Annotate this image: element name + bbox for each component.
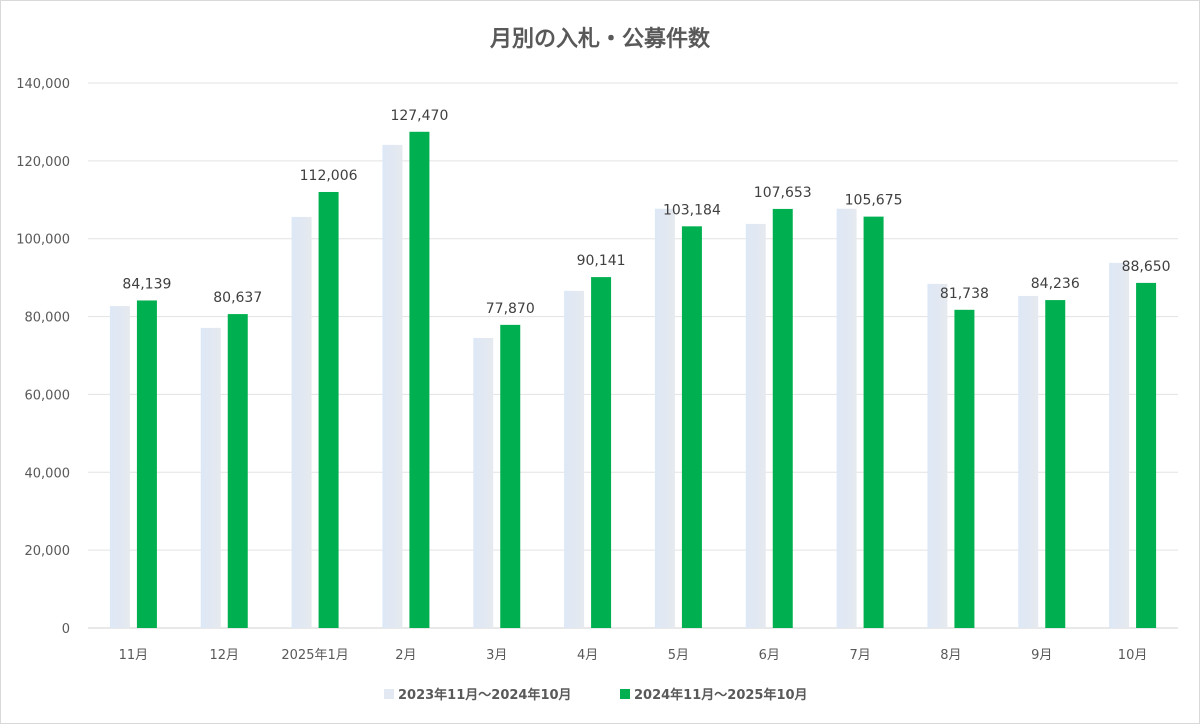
x-tick-label: 7月 [849, 648, 870, 663]
y-tick-label: 60,000 [25, 388, 71, 403]
bar-current-year [318, 191, 339, 629]
x-tick-label: 10月 [1118, 648, 1148, 663]
bar-previous-year [654, 208, 675, 628]
data-label: 84,236 [1031, 276, 1080, 292]
y-tick-label: 120,000 [16, 155, 70, 170]
data-label: 103,184 [663, 202, 721, 218]
bar-previous-year [927, 283, 948, 628]
bar-previous-year [291, 216, 312, 628]
y-tick-label: 0 [62, 622, 70, 637]
data-label: 112,006 [300, 168, 358, 184]
data-label: 107,653 [754, 185, 812, 201]
bar-current-year [681, 226, 702, 628]
y-tick-label: 80,000 [25, 311, 71, 326]
x-tick-label: 6月 [759, 648, 780, 663]
bar-current-year [500, 324, 521, 628]
data-label: 80,637 [213, 290, 262, 306]
bar-current-year [863, 216, 884, 628]
bar-previous-year [564, 290, 585, 628]
legend: 2023年11月～2024年10月 2024年11月～2025年10月 [384, 687, 808, 703]
legend-label-current: 2024年11月～2025年10月 [634, 687, 808, 703]
bar-previous-year [836, 208, 857, 628]
x-tick-label: 2月 [395, 648, 416, 663]
bar-current-year [227, 314, 248, 628]
data-label: 127,470 [390, 108, 448, 124]
y-tick-label: 100,000 [16, 233, 70, 248]
bar-previous-year [1109, 262, 1130, 628]
chart-title: 月別の入札・公募件数 [489, 26, 711, 52]
legend-swatch-current [620, 689, 630, 699]
x-tick-label: 3月 [486, 648, 507, 663]
x-tick-label: 12月 [209, 648, 239, 663]
bar-current-year [136, 300, 157, 628]
data-label: 105,675 [845, 193, 903, 209]
bar-current-year [1045, 300, 1066, 628]
data-label: 84,139 [122, 276, 171, 292]
x-tick-label: 2025年1月 [281, 648, 348, 663]
x-tick-label: 5月 [668, 648, 689, 663]
x-tick-label: 11月 [119, 648, 149, 663]
bar-previous-year [745, 223, 766, 628]
bar-current-year [591, 277, 612, 628]
data-label: 90,141 [577, 253, 626, 269]
bar-previous-year [200, 327, 221, 628]
bar-previous-year [1018, 295, 1039, 628]
bar-previous-year [382, 144, 403, 628]
x-tick-label: 9月 [1031, 648, 1052, 663]
y-tick-label: 20,000 [25, 544, 71, 559]
x-tick-label: 4月 [577, 648, 598, 663]
bar-current-year [1136, 282, 1157, 628]
bar-previous-year [109, 306, 130, 628]
data-label: 77,870 [486, 301, 535, 317]
data-label: 88,650 [1122, 259, 1171, 275]
legend-swatch-previous [384, 689, 394, 699]
bar-current-year [772, 208, 793, 629]
legend-label-previous: 2023年11月～2024年10月 [398, 687, 572, 703]
x-tick-label: 8月 [940, 648, 961, 663]
bar-current-year [954, 309, 975, 628]
y-tick-label: 140,000 [16, 77, 70, 92]
bar-previous-year [473, 337, 494, 628]
y-tick-label: 40,000 [25, 466, 71, 481]
bar-current-year [409, 131, 430, 628]
data-label: 81,738 [940, 286, 989, 302]
